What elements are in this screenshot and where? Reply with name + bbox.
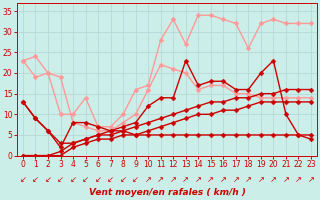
- Text: ↙: ↙: [120, 175, 127, 184]
- Text: ↗: ↗: [257, 175, 264, 184]
- Text: ↗: ↗: [207, 175, 214, 184]
- Text: ↗: ↗: [295, 175, 302, 184]
- Text: ↙: ↙: [20, 175, 27, 184]
- Text: ↗: ↗: [182, 175, 189, 184]
- Text: ↙: ↙: [95, 175, 101, 184]
- Text: ↗: ↗: [170, 175, 177, 184]
- Text: ↗: ↗: [245, 175, 252, 184]
- Text: ↗: ↗: [145, 175, 152, 184]
- Text: ↗: ↗: [308, 175, 315, 184]
- Text: ↙: ↙: [32, 175, 39, 184]
- Text: ↙: ↙: [57, 175, 64, 184]
- X-axis label: Vent moyen/en rafales ( km/h ): Vent moyen/en rafales ( km/h ): [89, 188, 245, 197]
- Text: ↙: ↙: [44, 175, 52, 184]
- Text: ↗: ↗: [220, 175, 227, 184]
- Text: ↗: ↗: [270, 175, 277, 184]
- Text: ↙: ↙: [69, 175, 76, 184]
- Text: ↗: ↗: [232, 175, 239, 184]
- Text: ↙: ↙: [132, 175, 139, 184]
- Text: ↗: ↗: [283, 175, 289, 184]
- Text: ↗: ↗: [195, 175, 202, 184]
- Text: ↙: ↙: [82, 175, 89, 184]
- Text: ↙: ↙: [107, 175, 114, 184]
- Text: ↗: ↗: [157, 175, 164, 184]
